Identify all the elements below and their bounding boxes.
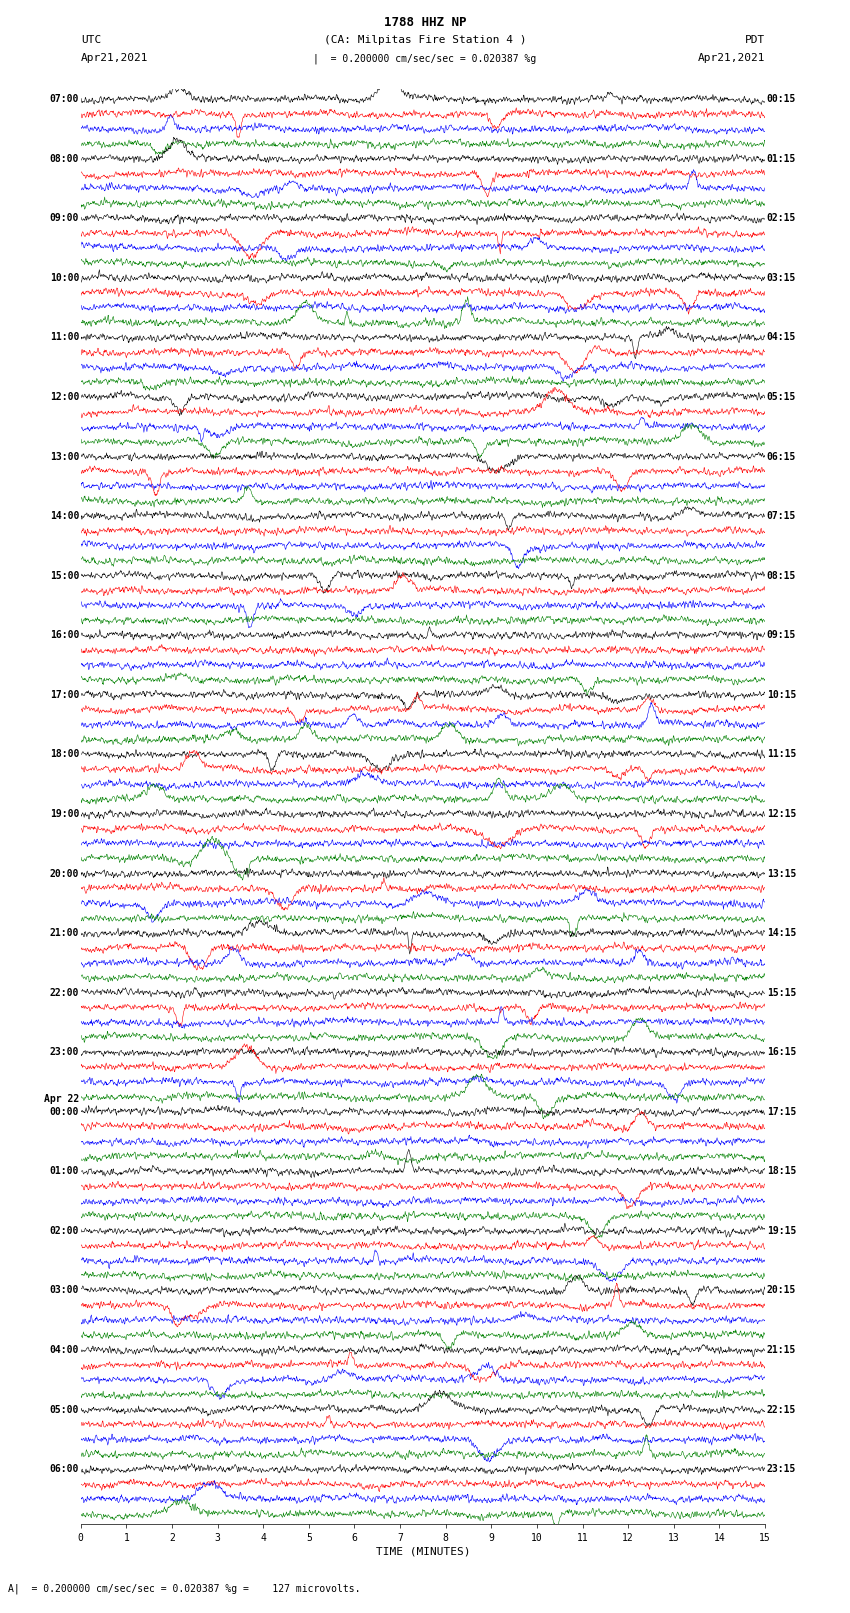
Text: 06:15: 06:15: [767, 452, 796, 461]
Text: 16:00: 16:00: [49, 631, 79, 640]
Text: A|  = 0.200000 cm/sec/sec = 0.020387 %g =    127 microvolts.: A| = 0.200000 cm/sec/sec = 0.020387 %g =…: [8, 1582, 361, 1594]
Text: 08:00: 08:00: [49, 153, 79, 163]
Text: UTC: UTC: [81, 35, 101, 45]
Text: 07:00: 07:00: [49, 94, 79, 105]
Text: 07:15: 07:15: [767, 511, 796, 521]
Text: Apr 22: Apr 22: [44, 1094, 79, 1105]
Text: 10:15: 10:15: [767, 690, 796, 700]
Text: 10:00: 10:00: [49, 273, 79, 282]
Text: 21:00: 21:00: [49, 927, 79, 939]
Text: 22:00: 22:00: [49, 987, 79, 998]
Text: 00:00: 00:00: [49, 1107, 79, 1116]
Text: 03:15: 03:15: [767, 273, 796, 282]
Text: 11:00: 11:00: [49, 332, 79, 342]
Text: 01:00: 01:00: [49, 1166, 79, 1176]
Text: 14:00: 14:00: [49, 511, 79, 521]
Text: 18:00: 18:00: [49, 750, 79, 760]
Text: 13:15: 13:15: [767, 868, 796, 879]
Text: 1788 HHZ NP: 1788 HHZ NP: [383, 16, 467, 29]
Text: 05:00: 05:00: [49, 1405, 79, 1415]
Text: 09:15: 09:15: [767, 631, 796, 640]
Text: 15:00: 15:00: [49, 571, 79, 581]
Text: 04:15: 04:15: [767, 332, 796, 342]
Text: 06:00: 06:00: [49, 1465, 79, 1474]
Text: 16:15: 16:15: [767, 1047, 796, 1057]
Text: 22:15: 22:15: [767, 1405, 796, 1415]
Text: 00:15: 00:15: [767, 94, 796, 105]
Text: 21:15: 21:15: [767, 1345, 796, 1355]
Text: 09:00: 09:00: [49, 213, 79, 223]
Text: 20:15: 20:15: [767, 1286, 796, 1295]
Text: 17:00: 17:00: [49, 690, 79, 700]
Text: 01:15: 01:15: [767, 153, 796, 163]
Text: 15:15: 15:15: [767, 987, 796, 998]
Text: 13:00: 13:00: [49, 452, 79, 461]
X-axis label: TIME (MINUTES): TIME (MINUTES): [376, 1547, 470, 1557]
Text: 12:15: 12:15: [767, 810, 796, 819]
Text: 12:00: 12:00: [49, 392, 79, 402]
Text: 14:15: 14:15: [767, 927, 796, 939]
Text: 11:15: 11:15: [767, 750, 796, 760]
Text: PDT: PDT: [745, 35, 765, 45]
Text: 08:15: 08:15: [767, 571, 796, 581]
Text: 04:00: 04:00: [49, 1345, 79, 1355]
Text: |  = 0.200000 cm/sec/sec = 0.020387 %g: | = 0.200000 cm/sec/sec = 0.020387 %g: [314, 53, 536, 65]
Text: 23:15: 23:15: [767, 1465, 796, 1474]
Text: (CA: Milpitas Fire Station 4 ): (CA: Milpitas Fire Station 4 ): [324, 35, 526, 45]
Text: 23:00: 23:00: [49, 1047, 79, 1057]
Text: 19:15: 19:15: [767, 1226, 796, 1236]
Text: 02:15: 02:15: [767, 213, 796, 223]
Text: Apr21,2021: Apr21,2021: [698, 53, 765, 63]
Text: 17:15: 17:15: [767, 1107, 796, 1116]
Text: 18:15: 18:15: [767, 1166, 796, 1176]
Text: 05:15: 05:15: [767, 392, 796, 402]
Text: Apr21,2021: Apr21,2021: [81, 53, 148, 63]
Text: 03:00: 03:00: [49, 1286, 79, 1295]
Text: 20:00: 20:00: [49, 868, 79, 879]
Text: 02:00: 02:00: [49, 1226, 79, 1236]
Text: 19:00: 19:00: [49, 810, 79, 819]
